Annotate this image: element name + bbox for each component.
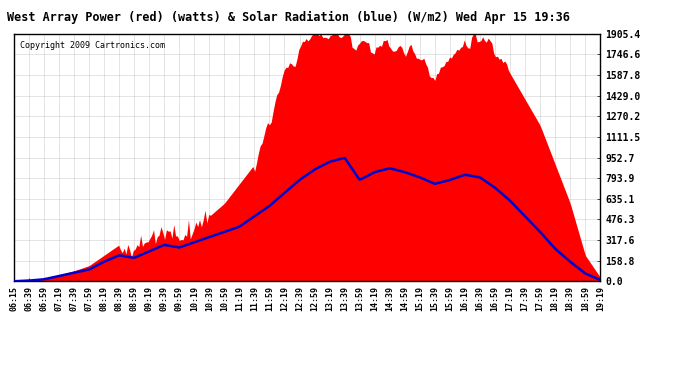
Text: West Array Power (red) (watts) & Solar Radiation (blue) (W/m2) Wed Apr 15 19:36: West Array Power (red) (watts) & Solar R… <box>7 11 570 24</box>
Text: Copyright 2009 Cartronics.com: Copyright 2009 Cartronics.com <box>19 41 165 50</box>
